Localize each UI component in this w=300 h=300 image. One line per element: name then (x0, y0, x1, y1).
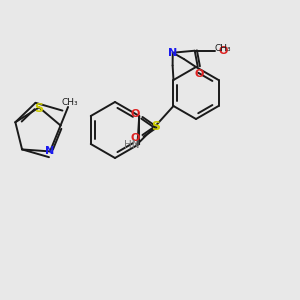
Text: HN: HN (124, 140, 139, 150)
Text: O: O (218, 46, 227, 56)
Text: N: N (168, 48, 177, 58)
Text: CH₃: CH₃ (61, 98, 78, 107)
Text: S: S (151, 119, 160, 133)
Text: N: N (45, 146, 55, 156)
Text: CH₃: CH₃ (214, 44, 231, 53)
Text: O: O (194, 69, 203, 79)
Text: O: O (131, 109, 140, 119)
Text: S: S (34, 102, 43, 115)
Text: O: O (131, 133, 140, 143)
